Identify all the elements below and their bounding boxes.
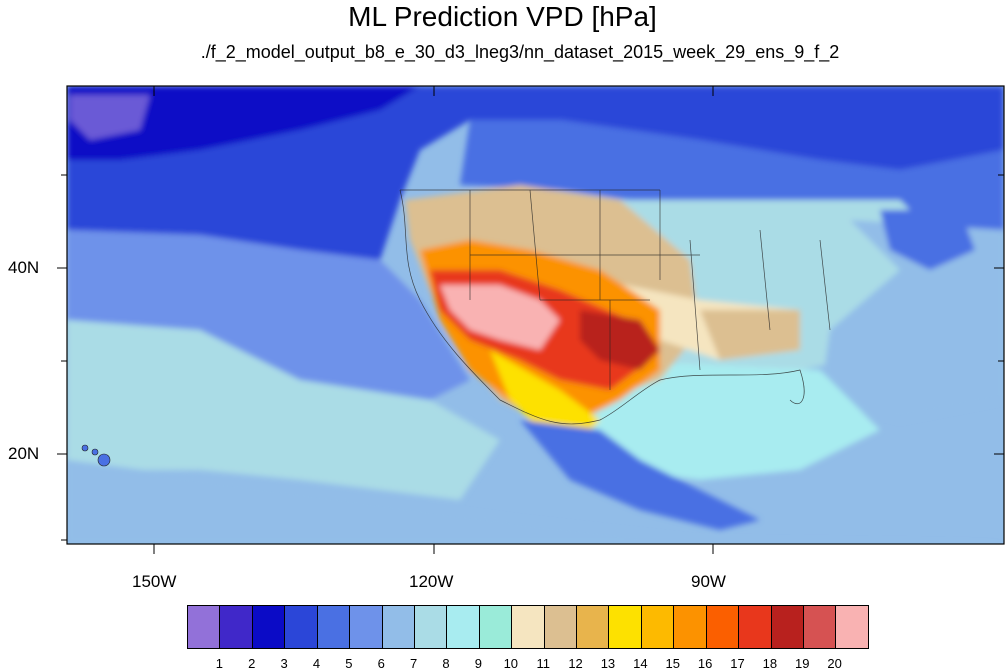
colorbar-tick-label: 11 <box>536 656 550 671</box>
colorbar-tick-label: 6 <box>377 656 385 671</box>
lat-label-40n: 40N <box>8 258 40 277</box>
colorbar-swatch <box>577 606 610 648</box>
colorbar-swatch <box>188 606 221 648</box>
colorbar-tick-label: 1 <box>215 656 223 671</box>
colorbar-swatch <box>382 606 415 648</box>
colorbar-tick-label: 19 <box>795 656 810 671</box>
state-borders <box>399 189 831 425</box>
colorbar-labels: 1 2 3 4 5 6 7 8 9 10 11 12 13 14 15 16 17 18 19 20 <box>187 657 867 672</box>
colorbar-swatch <box>706 606 740 648</box>
colorbar-swatch <box>220 606 253 648</box>
gulf-of-alaska-low-vpd <box>67 86 420 160</box>
northeast-blue <box>880 210 975 270</box>
lon-label-150w: 150W <box>132 572 177 591</box>
vpd-map <box>57 85 1005 554</box>
colorbar-tick-label: 3 <box>280 656 288 671</box>
lon-label-90w: 90W <box>691 572 726 591</box>
colorbar-swatch <box>609 606 642 648</box>
pacific-subtropics <box>67 320 500 500</box>
colorbar-swatch <box>544 606 578 648</box>
east-coast-atlantic <box>820 220 1004 420</box>
tropical-east-pacific <box>67 460 1004 544</box>
colorbar-swatch <box>674 606 707 648</box>
colorbar-tick-label: 20 <box>827 656 842 671</box>
map-frame <box>66 85 1005 545</box>
colorbar-tick-label: 2 <box>248 656 256 671</box>
gulf-region <box>580 360 880 480</box>
colorbar-tick-label: 15 <box>665 656 680 671</box>
lat-ticks <box>57 174 1004 541</box>
colorbar-tick-label: 4 <box>312 656 321 671</box>
colorbar-tick-label: 14 <box>633 656 648 671</box>
southeast-tan <box>700 310 800 360</box>
mexico-coast-yellow <box>490 350 600 440</box>
colorbar <box>187 605 869 649</box>
lon-label-120w: 120W <box>409 572 454 591</box>
texas-red <box>580 310 660 370</box>
colorbar-tick-label: 12 <box>568 656 583 671</box>
colorbar-tick-label: 18 <box>762 656 778 671</box>
colorbar-tick-label: 5 <box>345 656 353 671</box>
colorbar-swatch <box>804 606 837 648</box>
colorbar-swatch <box>836 606 868 648</box>
colorbar-tick-label: 9 <box>474 656 483 671</box>
colorbar-swatch <box>317 606 351 648</box>
colorbar-tick-label: 8 <box>442 656 450 671</box>
colorbar-swatch <box>771 606 805 648</box>
colorbar-swatch <box>285 606 318 648</box>
colorbar-tick-label: 17 <box>730 656 745 671</box>
chart-title: ML Prediction VPD [hPa] <box>348 1 657 32</box>
chart-subtitle: ./f_2_model_output_b8_e_30_d3_lneg3/nn_d… <box>200 42 840 62</box>
colorbar-swatch <box>447 606 480 648</box>
colorbar-tick-label: 16 <box>697 656 713 671</box>
lon-ticks <box>153 86 714 554</box>
colorbar-swatch <box>479 606 513 648</box>
mexico-low <box>520 420 760 530</box>
lat-label-20n: 20N <box>8 444 40 463</box>
colorbar-tick-label: 10 <box>503 656 519 671</box>
colorbar-swatch <box>252 606 286 648</box>
colorbar-tick-label: 13 <box>600 656 616 671</box>
colorbar-tick-label: 7 <box>410 656 418 671</box>
pacific-mid-band <box>67 230 470 400</box>
hawaii-islands <box>81 444 111 467</box>
colorbar-swatch <box>641 606 675 648</box>
colorbar-swatch <box>739 606 772 648</box>
colorbar-swatch <box>512 606 545 648</box>
far-north-purple <box>70 95 150 140</box>
colorbar-swatch <box>350 606 383 648</box>
southwest-peak <box>440 285 560 350</box>
colorbar-swatch <box>414 606 448 648</box>
